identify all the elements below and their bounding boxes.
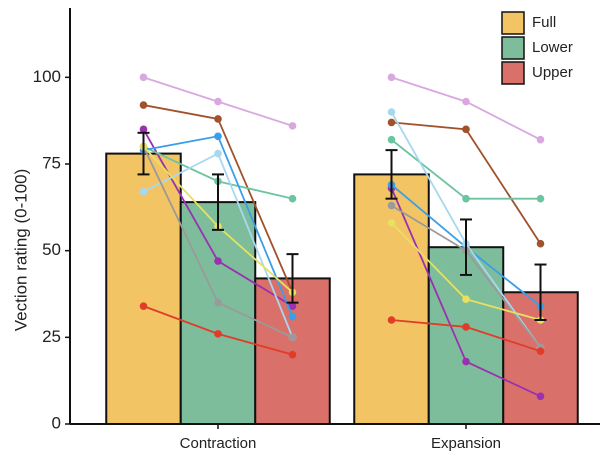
participant-point [387, 219, 396, 227]
legend-swatch [501, 11, 525, 35]
participant-point [462, 357, 470, 366]
participant-point [387, 201, 396, 210]
participant-point [288, 333, 297, 342]
participant-point [462, 295, 470, 304]
participant-point [536, 135, 545, 144]
bar [179, 201, 257, 425]
error-bar [212, 173, 224, 231]
participant-point [462, 194, 470, 203]
participant-point [288, 122, 297, 130]
error-bar [534, 263, 547, 321]
legend-swatch [501, 61, 525, 85]
participant-point [214, 115, 222, 123]
error-bar [286, 253, 299, 304]
participant-point [288, 350, 297, 359]
participant-point [288, 194, 297, 203]
y-tick-label: 50 [42, 240, 61, 259]
legend-label: Full [532, 14, 556, 31]
participant-point [139, 101, 148, 109]
participant-point [214, 257, 222, 265]
x-tick-label: Expansion [431, 435, 501, 452]
participant-point [139, 302, 148, 310]
participant-point [288, 312, 297, 321]
error-bar [460, 218, 472, 276]
legend-label: Lower [532, 39, 573, 56]
participant-point [462, 323, 470, 331]
participant-point [214, 149, 222, 158]
participant-point [139, 73, 148, 82]
x-tick-label: Contraction [180, 435, 257, 452]
error-bar [137, 131, 150, 176]
participant-point [387, 316, 396, 324]
error-bar [385, 149, 398, 200]
participant-point [139, 187, 148, 196]
y-axis-label: Vection rating (0-100) [11, 169, 30, 332]
participant-point [536, 392, 545, 401]
participant-point [214, 298, 222, 307]
y-tick-label: 0 [52, 413, 61, 432]
participant-point [387, 73, 396, 82]
participant-point [536, 239, 545, 248]
y-tick-label: 100 [33, 67, 61, 86]
participant-point [387, 108, 396, 116]
participant-point [214, 132, 222, 141]
participant-point [214, 330, 222, 338]
legend-swatch [501, 36, 525, 60]
legend-label: Upper [532, 64, 573, 81]
participant-point [536, 347, 545, 356]
y-tick-label: 75 [42, 153, 61, 172]
participant-point [387, 118, 396, 127]
participant-point [214, 97, 222, 106]
participant-point [387, 135, 396, 144]
participant-point [536, 194, 545, 203]
participant-point [462, 125, 470, 134]
participant-point [139, 125, 148, 134]
participant-point [288, 302, 297, 310]
participant-point [462, 97, 470, 106]
bar [353, 173, 430, 425]
y-tick-label: 25 [42, 327, 61, 346]
